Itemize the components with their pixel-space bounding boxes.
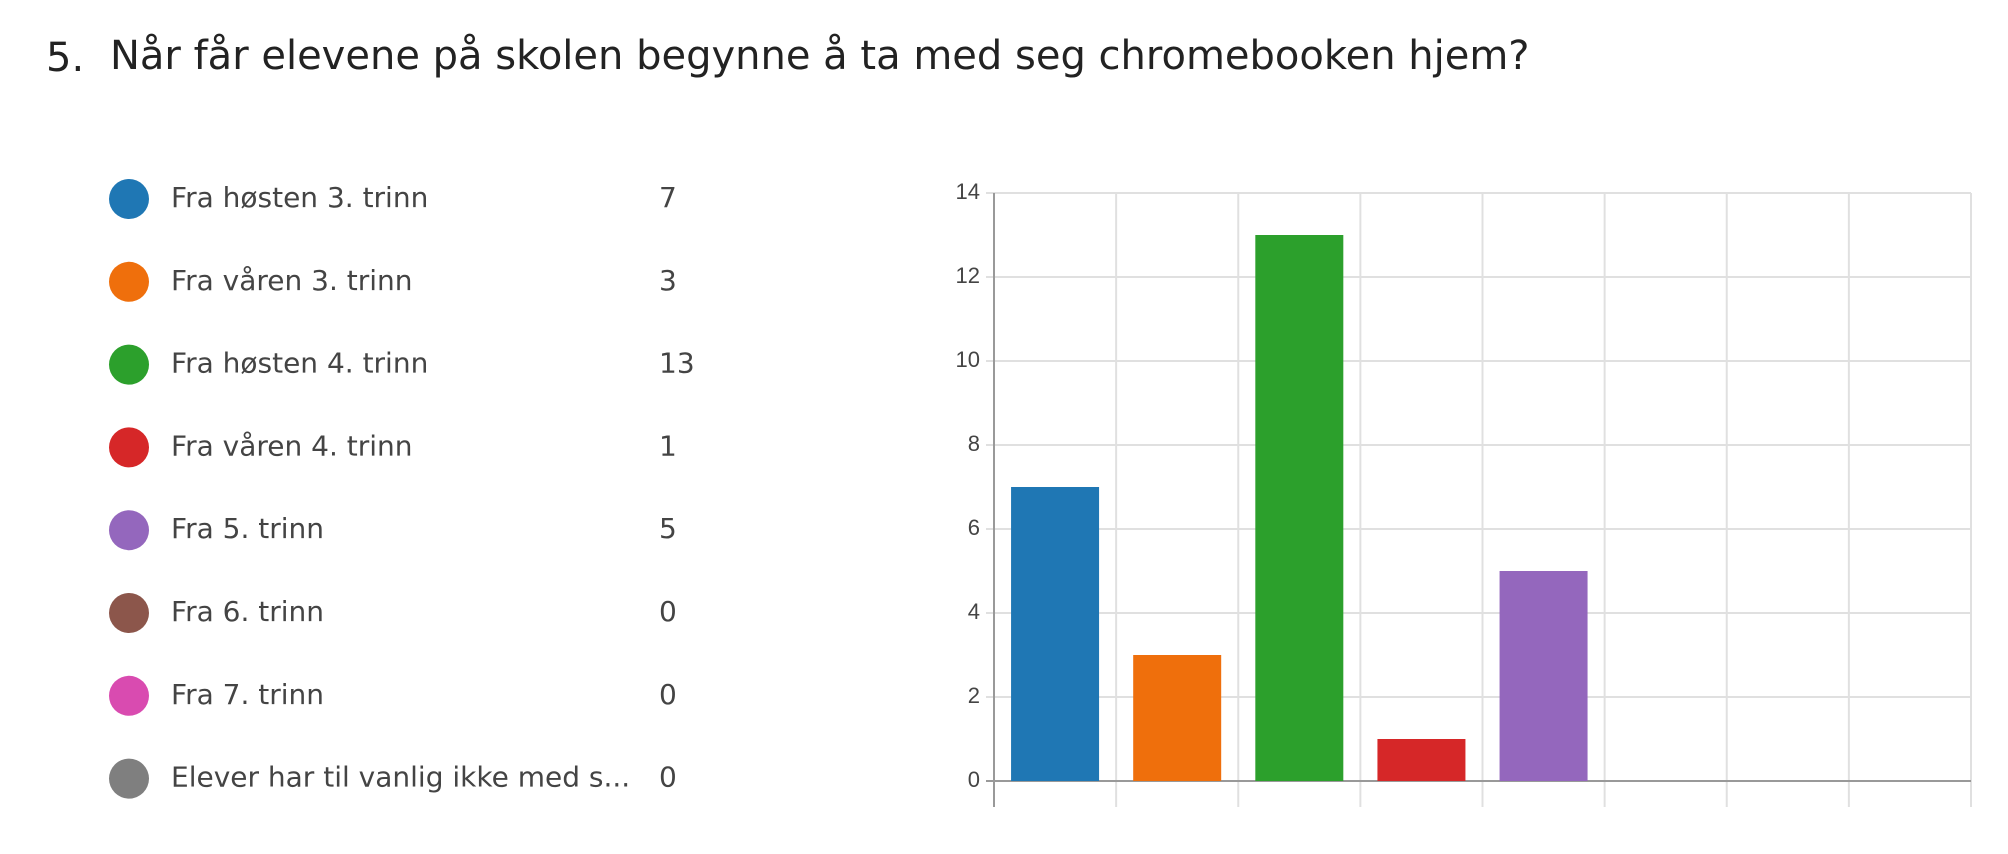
y-tick-label: 2 — [968, 683, 980, 708]
bar — [1133, 655, 1222, 781]
bar — [1255, 235, 1344, 781]
legend-count: 7 — [659, 181, 677, 214]
legend-label: Fra 7. trinn — [171, 678, 324, 711]
bar — [1011, 487, 1100, 781]
legend-dot — [109, 758, 149, 799]
legend-dot — [109, 261, 149, 302]
y-tick-label: 8 — [968, 431, 980, 456]
legend-label: Fra høsten 3. trinn — [171, 181, 428, 214]
y-tick-label: 4 — [968, 599, 980, 624]
y-tick-label: 6 — [968, 515, 980, 540]
legend-dot — [109, 675, 149, 716]
y-tick-label: 10 — [956, 347, 980, 372]
legend-dot — [109, 344, 149, 385]
legend-label: Fra høsten 4. trinn — [171, 347, 428, 380]
bar — [1377, 739, 1466, 781]
question-number: 5. — [46, 35, 84, 81]
legend-label: Fra 5. trinn — [171, 512, 324, 545]
legend-count: 3 — [659, 264, 677, 297]
legend-count: 13 — [659, 347, 695, 380]
legend-dot — [109, 427, 149, 468]
bar — [1499, 571, 1588, 781]
legend-count: 0 — [659, 678, 677, 711]
question-title: Når får elevene på skolen begynne å ta m… — [110, 33, 1530, 79]
legend-label: Fra våren 3. trinn — [171, 264, 413, 297]
legend-dot — [109, 510, 149, 551]
legend-count: 0 — [659, 595, 677, 628]
legend-label: Fra våren 4. trinn — [171, 429, 413, 462]
legend-label: Fra 6. trinn — [171, 595, 324, 628]
y-tick-label: 12 — [956, 263, 980, 288]
legend-count: 0 — [659, 761, 677, 794]
legend-dot — [109, 179, 149, 219]
legend-label: Elever har til vanlig ikke med s... — [171, 761, 630, 794]
legend-count: 1 — [659, 429, 677, 462]
y-tick-label: 14 — [956, 179, 980, 204]
y-tick-label: 0 — [968, 767, 980, 792]
legend-dot — [109, 593, 149, 633]
legend-count: 5 — [659, 512, 677, 545]
